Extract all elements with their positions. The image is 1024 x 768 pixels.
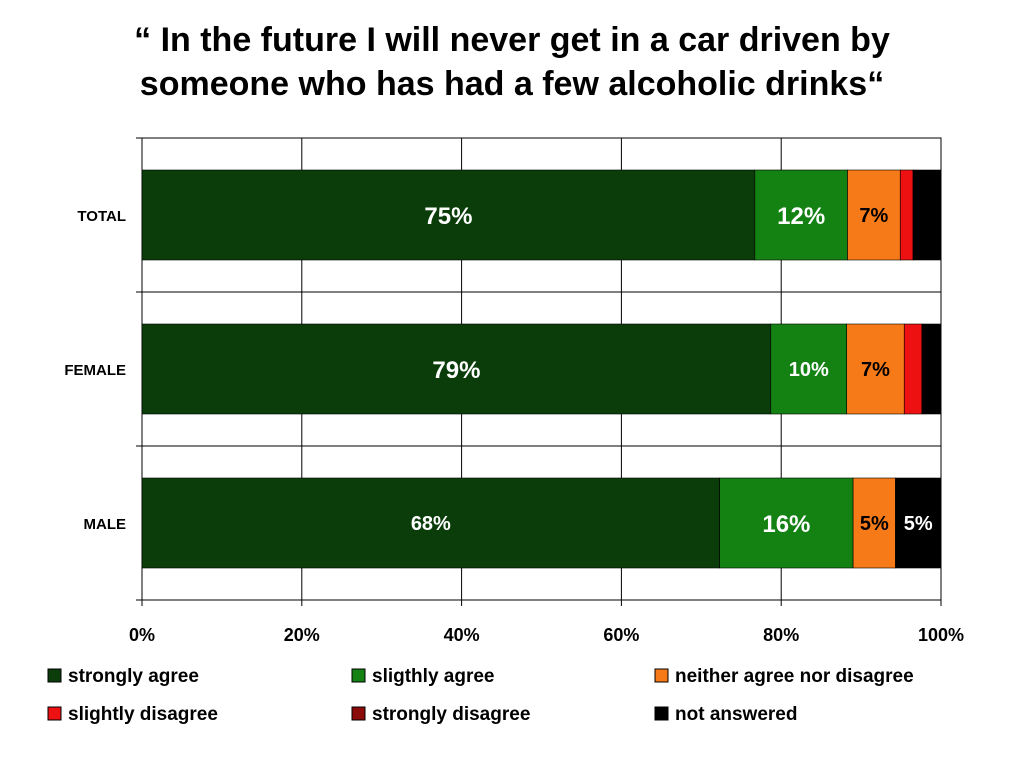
data-label: 7% [859,205,888,227]
bar-neither-agree-nor-disagree-male [852,477,896,569]
x-tick-label: 100% [918,625,964,645]
x-tick-label: 20% [284,625,320,645]
data-label: 5% [860,513,889,535]
legend-swatch [47,706,62,721]
bar-not-answered-male [895,477,942,569]
x-tick-label: 60% [603,625,639,645]
legend-swatch [47,668,62,683]
legend-swatch [351,668,366,683]
bar-strongly-agree-total [141,169,756,261]
legend-entry: strongly agree [68,666,199,687]
x-tick-label: 80% [763,625,799,645]
data-label: 16% [762,511,810,538]
legend-swatch [351,706,366,721]
data-label: 12% [777,203,825,230]
data-label: 10% [789,359,829,381]
category-label: MALE [84,516,127,533]
bar-strongly-agree-female [141,323,772,415]
legend-entry: strongly disagree [372,704,530,725]
bar-neither-agree-nor-disagree-female [846,323,905,415]
data-label: 68% [411,513,451,535]
legend-entry: neither agree nor disagree [675,666,914,687]
bar-sligthly-agree-male [719,477,854,569]
category-label: TOTAL [77,208,126,225]
x-tick-label: 40% [444,625,480,645]
chart-title-line-1: “ In the future I will never get in a ca… [134,21,890,59]
bar-sligthly-agree-total [754,169,848,261]
x-tick-label: 0% [129,625,155,645]
bar-not-answered-total [912,169,942,261]
bar-not-answered-female [921,323,942,415]
legend-swatch [654,668,669,683]
category-label: FEMALE [64,362,126,379]
bar-slightly-disagree-female [903,323,923,415]
bar-neither-agree-nor-disagree-total [847,169,901,261]
legend-entry: not answered [675,704,797,725]
bar-strongly-agree-male [141,477,720,569]
legend-entry: slightly disagree [68,704,218,725]
bar-sligthly-agree-female [770,323,848,415]
data-label: 79% [432,357,480,384]
chart-title: “ In the future I will never get in a ca… [0,18,1024,106]
data-label: 7% [861,359,890,381]
data-label: 75% [424,203,472,230]
bar-slightly-disagree-total [899,169,914,261]
data-label: 5% [904,513,933,535]
legend-entry: sligthly agree [372,666,495,687]
chart-title-line-2: someone who has had a few alcoholic drin… [139,65,885,103]
legend-swatch [654,706,669,721]
